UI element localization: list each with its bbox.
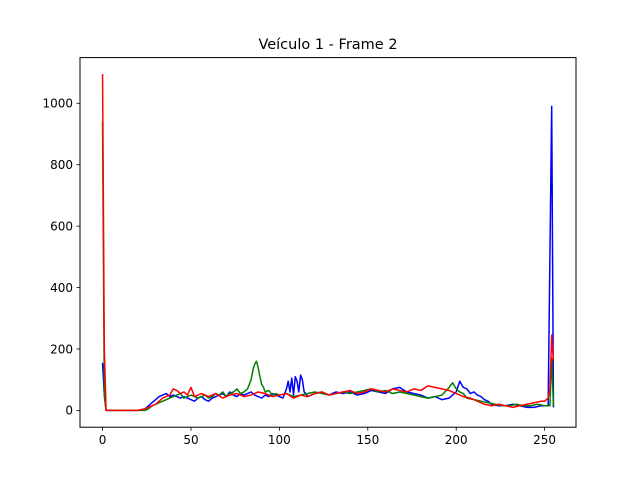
y-axis: 0 200 400 600 800 1000 [42,97,80,418]
x-tick-label: 100 [268,433,291,447]
y-tick-label: 200 [50,342,73,356]
x-tick-label: 50 [183,433,198,447]
y-tick-label: 0 [65,404,73,418]
series-line-2 [101,121,555,412]
x-axis: 0 50 100 150 200 250 [99,427,556,447]
series-lines [101,74,555,412]
plot-area-frame [79,57,577,428]
x-tick-label: 0 [99,433,107,447]
y-tick-label: 800 [50,158,73,172]
x-tick-label: 250 [533,433,556,447]
x-tick-label: 200 [445,433,468,447]
y-tick-label: 1000 [42,97,73,111]
x-tick-label: 150 [356,433,379,447]
series-line-1 [101,105,555,412]
y-tick-label: 400 [50,281,73,295]
chart-title: Veículo 1 - Frame 2 [258,37,397,53]
series-line-3 [101,74,555,412]
y-tick-label: 600 [50,219,73,233]
